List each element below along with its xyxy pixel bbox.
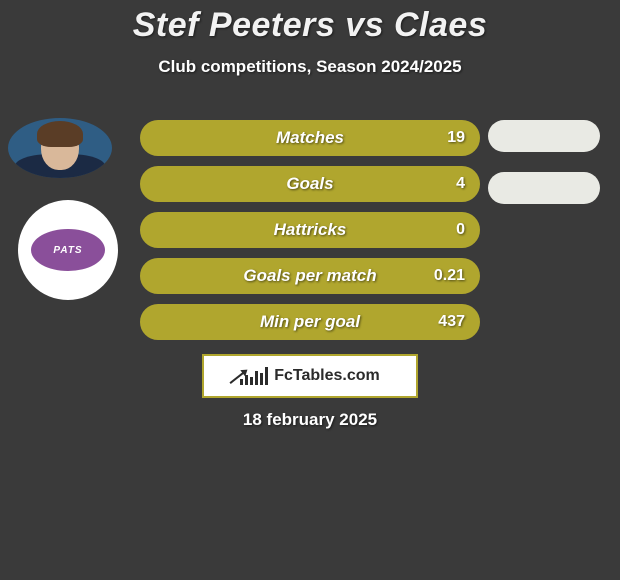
stat-value: 4 [456, 175, 465, 193]
club-badge-text: PATS [53, 245, 82, 256]
club-badge: PATS [31, 229, 105, 271]
logo-text: FcTables.com [274, 367, 380, 385]
stat-label: Goals [286, 174, 333, 194]
logo-bar [250, 377, 253, 385]
stat-value: 0 [456, 221, 465, 239]
subtitle: Club competitions, Season 2024/2025 [0, 57, 620, 77]
stat-label: Goals per match [243, 266, 376, 286]
date-text: 18 february 2025 [243, 410, 377, 430]
stat-row: Matches 19 [140, 120, 480, 156]
page-title: Stef Peeters vs Claes [0, 0, 620, 45]
logo-box: FcTables.com [202, 354, 418, 398]
logo-bar [255, 371, 258, 385]
logo-bar [240, 379, 243, 385]
logo-bar [245, 375, 248, 385]
player2-avatar: PATS [18, 200, 118, 300]
stat-label: Matches [276, 128, 344, 148]
right-pills [488, 120, 600, 224]
stat-label: Min per goal [260, 312, 360, 332]
logo-bar [265, 367, 268, 385]
stat-value: 0.21 [434, 267, 465, 285]
right-pill [488, 120, 600, 152]
stat-row: Min per goal 437 [140, 304, 480, 340]
stat-value: 437 [438, 313, 465, 331]
stat-label: Hattricks [274, 220, 347, 240]
content: Stef Peeters vs Claes Club competitions,… [0, 0, 620, 580]
player1-avatar [8, 118, 112, 178]
right-pill [488, 172, 600, 204]
stat-value: 19 [447, 129, 465, 147]
avatars-column: PATS [8, 118, 118, 300]
stat-row: Goals per match 0.21 [140, 258, 480, 294]
logo-bar [260, 373, 263, 385]
avatar1-hair [37, 121, 83, 147]
stat-row: Hattricks 0 [140, 212, 480, 248]
stats-list: Matches 19 Goals 4 Hattricks 0 Goals per match… [140, 120, 480, 350]
stat-row: Goals 4 [140, 166, 480, 202]
